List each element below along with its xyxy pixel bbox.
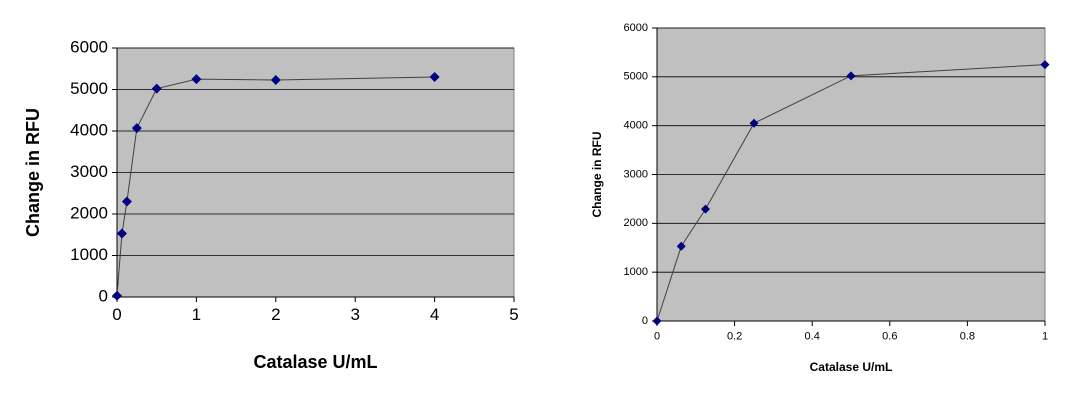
x-tick-label: 1 [1042, 330, 1048, 342]
x-tick-label: 0.6 [882, 330, 897, 342]
x-axis-label: Catalase U/mL [253, 352, 377, 372]
y-tick-label: 2000 [624, 217, 648, 229]
y-tick-label: 0 [99, 286, 108, 305]
y-tick-label: 5000 [70, 79, 108, 98]
y-tick-label: 3000 [70, 162, 108, 181]
x-tick-label: 0.8 [960, 330, 975, 342]
y-axis-label: Change in RFU [23, 108, 43, 237]
x-tick-label: 0 [654, 330, 660, 342]
data-marker [429, 72, 440, 83]
y-tick-label: 4000 [624, 120, 648, 132]
data-marker [846, 71, 856, 81]
data-marker [749, 118, 759, 128]
x-tick-label: 0 [112, 305, 121, 324]
y-tick-label: 5000 [624, 71, 648, 83]
data-marker [121, 196, 132, 207]
data-line [656, 64, 1046, 322]
y-tick-label: 3000 [624, 168, 648, 180]
x-tick-label: 0.4 [805, 330, 820, 342]
data-marker [676, 241, 686, 251]
y-tick-label: 6000 [70, 37, 108, 56]
x-tick-label: 3 [350, 305, 359, 324]
y-tick-label: 4000 [70, 120, 108, 139]
data-marker [270, 74, 281, 85]
data-marker [652, 316, 662, 326]
x-tick-label: 2 [271, 305, 280, 324]
x-tick-label: 4 [430, 305, 439, 324]
x-tick-label: 5 [509, 305, 518, 324]
x-tick-label: 0.2 [727, 330, 742, 342]
data-marker [116, 228, 127, 239]
data-line [116, 76, 435, 296]
y-tick-label: 2000 [70, 203, 108, 222]
y-axis-label: Change in RFU [590, 132, 604, 218]
data-marker [701, 204, 710, 214]
data-marker [151, 83, 162, 94]
x-tick-label: 1 [192, 305, 201, 324]
y-tick-label: 1000 [70, 245, 108, 264]
data-marker [1040, 60, 1050, 70]
data-marker [131, 123, 142, 134]
data-marker [191, 74, 202, 85]
y-tick-label: 0 [642, 315, 648, 327]
y-tick-label: 1000 [624, 266, 648, 278]
data-marker [112, 290, 122, 301]
y-tick-label: 6000 [624, 22, 648, 34]
x-axis-label: Catalase U/mL [810, 360, 893, 374]
